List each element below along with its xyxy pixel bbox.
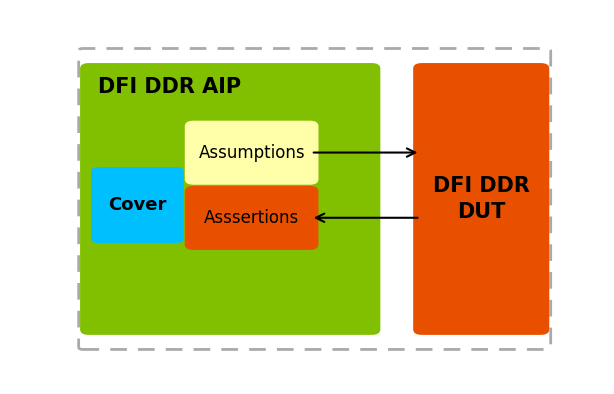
Text: Asssertions: Asssertions	[204, 209, 300, 227]
Text: DFI DDR AIP: DFI DDR AIP	[98, 77, 241, 97]
FancyBboxPatch shape	[413, 63, 550, 335]
Text: Cover: Cover	[109, 196, 167, 214]
Text: Assumptions: Assumptions	[198, 143, 305, 162]
FancyBboxPatch shape	[185, 186, 319, 250]
Text: DFI DDR
DUT: DFI DDR DUT	[433, 176, 530, 222]
FancyBboxPatch shape	[91, 167, 184, 243]
FancyBboxPatch shape	[80, 63, 380, 335]
FancyBboxPatch shape	[185, 121, 319, 185]
